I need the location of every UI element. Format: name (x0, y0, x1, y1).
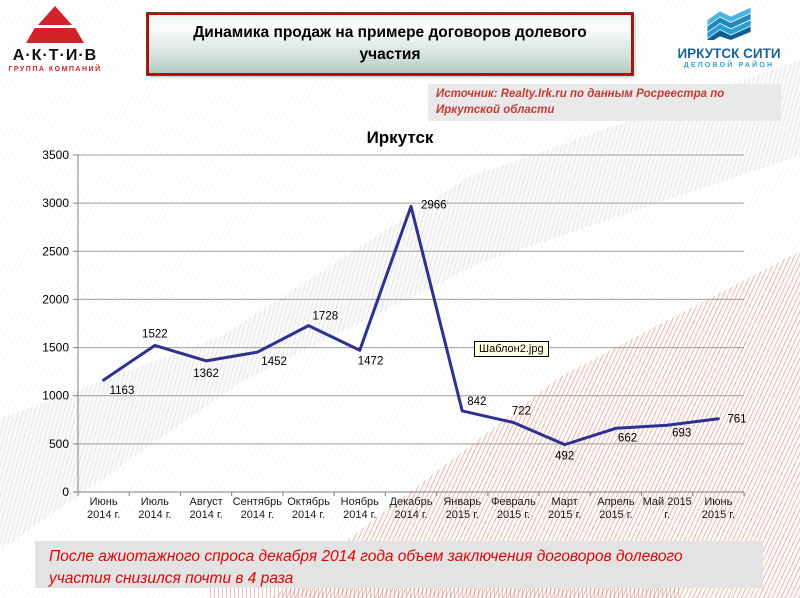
data-labels: 1163 1522 1362 1452 1728 1472 2966 842 722 492 662… (110, 199, 747, 462)
data-point-label: 1163 (110, 385, 135, 397)
data-point-label: 1522 (142, 328, 168, 340)
x-tick-label: Июнь 2015 г. (702, 496, 735, 521)
aktiv-logo-name: А·К·Т·И·В (12, 47, 98, 64)
irkutsk-city-tagline: ДЕЛОВОЙ РАЙОН (683, 62, 775, 69)
data-point-label: 842 (467, 396, 486, 408)
footer-note-line2: участия снизился почти в 4 раза (49, 570, 294, 588)
data-point-label: 722 (512, 405, 531, 417)
x-tick-label: Июль 2014 г. (138, 496, 171, 521)
data-point-label: 1362 (193, 368, 219, 380)
y-tick-label: 3000 (42, 196, 69, 210)
x-tick-label: Декабрь 2014 г. (390, 496, 433, 521)
x-tick-label: Сентябрь 2014 г. (233, 496, 283, 521)
x-axis-labels: Июнь 2014 г. Июль 2014 г. Август 2014 г. Сентя… (87, 496, 735, 521)
aktiv-pyramid-top-icon (38, 6, 72, 25)
file-name-tooltip: Шаблон2.jpg (474, 341, 549, 357)
aktiv-logo-tagline: ГРУППА КОМПАНИЙ (8, 66, 102, 73)
gridlines (78, 154, 744, 493)
source-note-text: Источник: Realty.Irk.ru по данным Росрее… (436, 88, 725, 116)
y-axis-labels: 0 500 1000 1500 2000 2500 3000 3500 (42, 148, 69, 499)
aktiv-pyramid-bottom-icon (26, 28, 84, 43)
footer-note-line1: После ажиотажного спроса декабря 2014 го… (49, 548, 683, 565)
x-tick-label: Январь 2015 г. (443, 496, 481, 521)
data-point-label: 2966 (421, 199, 447, 211)
series-polyline (102, 204, 720, 447)
data-point-label: 1452 (261, 356, 287, 368)
y-tick-label: 0 (62, 485, 69, 499)
file-name-text: Шаблон2.jpg (479, 343, 544, 355)
x-tick-label: Апрель 2015 г. (597, 496, 635, 521)
y-tick-label: 1500 (42, 341, 69, 355)
source-note: Источник: Realty.Irk.ru по данным Росрее… (428, 84, 781, 122)
data-point-label: 492 (555, 451, 574, 463)
y-tick-label: 2500 (42, 244, 69, 258)
x-tick-label: Март 2015 г. (548, 496, 581, 521)
data-point-label: 1728 (313, 311, 339, 323)
axes (73, 154, 745, 496)
irkutsk-city-name: ИРКУТСК СИТИ (677, 46, 781, 61)
y-tick-label: 3500 (42, 148, 69, 162)
data-point-label: 1472 (358, 355, 384, 367)
slide-title-text: Динамика продаж на примере договоров дол… (193, 23, 587, 63)
aktiv-logo: А·К·Т·И·В ГРУППА КОМПАНИЙ (8, 6, 102, 73)
series-line (102, 204, 720, 447)
data-point-label: 662 (618, 432, 637, 444)
footer-note: После ажиотажного спроса декабря 2014 го… (35, 541, 763, 588)
x-tick-label: Октябрь 2014 г. (287, 496, 330, 521)
x-tick-label: Февраль 2015 г. (491, 496, 536, 521)
data-point-label: 693 (672, 427, 691, 439)
data-point-label: 761 (727, 414, 746, 426)
y-tick-label: 2000 (42, 292, 69, 306)
irkutsk-city-mark-icon (707, 7, 751, 44)
x-tick-label: Июнь 2014 г. (87, 496, 120, 521)
x-tick-label: Май 2015 г. (643, 496, 692, 521)
y-tick-label: 500 (49, 437, 69, 451)
y-tick-label: 1000 (42, 389, 69, 403)
chart-title: Иркутск (366, 128, 434, 147)
irkutsk-city-logo: ИРКУТСК СИТИ ДЕЛОВОЙ РАЙОН (660, 4, 798, 69)
slide-title: Динамика продаж на примере договоров дол… (146, 12, 634, 76)
x-tick-label: Август 2014 г. (189, 496, 222, 521)
x-tick-label: Ноябрь 2014 г. (341, 496, 379, 521)
background-bottom-hatch (210, 586, 680, 598)
